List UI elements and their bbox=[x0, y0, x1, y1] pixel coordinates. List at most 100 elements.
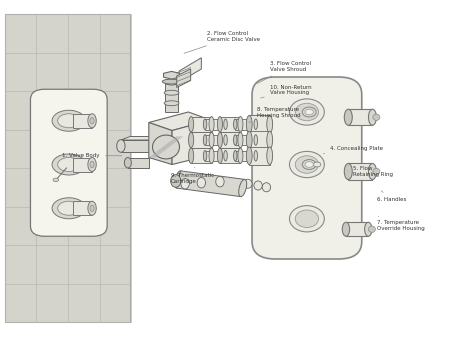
Ellipse shape bbox=[174, 171, 183, 188]
Bar bbox=[348, 109, 372, 125]
Bar bbox=[235, 150, 256, 161]
Ellipse shape bbox=[117, 140, 125, 152]
Ellipse shape bbox=[52, 154, 86, 175]
Bar bbox=[5, 14, 130, 322]
Ellipse shape bbox=[171, 175, 181, 187]
Ellipse shape bbox=[267, 131, 272, 149]
Bar bbox=[249, 116, 270, 133]
Ellipse shape bbox=[365, 222, 372, 236]
Ellipse shape bbox=[216, 176, 224, 187]
Ellipse shape bbox=[218, 148, 223, 163]
FancyBboxPatch shape bbox=[31, 89, 107, 236]
Ellipse shape bbox=[368, 109, 377, 125]
Ellipse shape bbox=[88, 114, 96, 128]
Text: 3. Flow Control
Valve Shroud: 3. Flow Control Valve Shroud bbox=[257, 61, 311, 83]
Ellipse shape bbox=[203, 135, 207, 145]
Text: 4. Concealing Plate: 4. Concealing Plate bbox=[324, 146, 383, 154]
Ellipse shape bbox=[246, 131, 252, 149]
Ellipse shape bbox=[224, 119, 227, 130]
Polygon shape bbox=[172, 120, 211, 164]
Ellipse shape bbox=[197, 177, 206, 188]
Ellipse shape bbox=[344, 163, 352, 180]
Bar bbox=[249, 147, 270, 164]
Ellipse shape bbox=[244, 179, 252, 188]
Bar bbox=[220, 148, 240, 163]
Ellipse shape bbox=[164, 90, 179, 95]
Text: 1. Valve Body: 1. Valve Body bbox=[62, 153, 122, 158]
Bar bbox=[348, 163, 372, 180]
Ellipse shape bbox=[267, 147, 272, 164]
Bar bbox=[191, 132, 212, 148]
Ellipse shape bbox=[267, 116, 272, 133]
Ellipse shape bbox=[203, 119, 207, 130]
Ellipse shape bbox=[218, 132, 223, 148]
Ellipse shape bbox=[52, 110, 86, 131]
Ellipse shape bbox=[90, 118, 94, 124]
Ellipse shape bbox=[88, 201, 96, 215]
Ellipse shape bbox=[164, 101, 179, 106]
Polygon shape bbox=[179, 58, 201, 82]
Ellipse shape bbox=[246, 116, 252, 133]
Ellipse shape bbox=[233, 135, 237, 145]
Text: 7. Temperature
Override Housing: 7. Temperature Override Housing bbox=[377, 216, 425, 231]
Bar bbox=[220, 132, 240, 148]
Ellipse shape bbox=[165, 79, 178, 85]
Text: 10. Non-Return
Valve Housing: 10. Non-Return Valve Housing bbox=[261, 85, 312, 98]
Ellipse shape bbox=[233, 150, 237, 161]
Ellipse shape bbox=[305, 109, 313, 115]
Ellipse shape bbox=[209, 117, 214, 132]
Polygon shape bbox=[165, 82, 178, 112]
Ellipse shape bbox=[189, 148, 193, 163]
Ellipse shape bbox=[344, 109, 352, 125]
Ellipse shape bbox=[295, 210, 319, 228]
Ellipse shape bbox=[254, 181, 262, 190]
Ellipse shape bbox=[254, 119, 258, 130]
Ellipse shape bbox=[224, 150, 227, 161]
Ellipse shape bbox=[189, 132, 193, 148]
Polygon shape bbox=[164, 71, 179, 79]
Ellipse shape bbox=[289, 99, 325, 125]
Ellipse shape bbox=[246, 147, 252, 164]
Ellipse shape bbox=[238, 148, 243, 163]
Polygon shape bbox=[128, 158, 149, 168]
Ellipse shape bbox=[373, 168, 380, 175]
Polygon shape bbox=[121, 136, 158, 140]
Ellipse shape bbox=[209, 132, 214, 148]
Bar bbox=[205, 135, 226, 145]
Bar bbox=[346, 222, 368, 236]
Ellipse shape bbox=[289, 151, 325, 178]
Text: 6. Handles: 6. Handles bbox=[377, 191, 406, 202]
Ellipse shape bbox=[302, 107, 316, 117]
Bar bbox=[220, 117, 240, 132]
Bar bbox=[249, 131, 270, 149]
Bar bbox=[73, 158, 92, 172]
Ellipse shape bbox=[305, 162, 313, 167]
Bar bbox=[73, 201, 92, 215]
Polygon shape bbox=[177, 171, 245, 197]
Ellipse shape bbox=[303, 160, 316, 169]
Text: 5. Flow
Retaining Ring: 5. Flow Retaining Ring bbox=[348, 166, 393, 177]
Ellipse shape bbox=[162, 79, 181, 84]
Ellipse shape bbox=[289, 206, 325, 232]
Bar bbox=[205, 150, 226, 161]
Ellipse shape bbox=[218, 117, 223, 132]
Bar bbox=[205, 119, 226, 130]
FancyBboxPatch shape bbox=[252, 77, 362, 259]
Ellipse shape bbox=[238, 117, 243, 132]
Bar bbox=[191, 117, 212, 132]
Ellipse shape bbox=[295, 156, 319, 173]
Ellipse shape bbox=[254, 150, 258, 161]
Ellipse shape bbox=[262, 183, 271, 192]
Polygon shape bbox=[121, 140, 149, 152]
Ellipse shape bbox=[302, 160, 316, 169]
Ellipse shape bbox=[239, 180, 247, 197]
Ellipse shape bbox=[368, 226, 375, 232]
Ellipse shape bbox=[368, 163, 377, 180]
Ellipse shape bbox=[373, 114, 380, 120]
Text: 9. Thermostatic
Cartridge: 9. Thermostatic Cartridge bbox=[171, 167, 214, 184]
Ellipse shape bbox=[313, 162, 321, 167]
Ellipse shape bbox=[58, 114, 80, 128]
Ellipse shape bbox=[125, 158, 132, 168]
Ellipse shape bbox=[342, 222, 350, 236]
Ellipse shape bbox=[254, 135, 258, 145]
